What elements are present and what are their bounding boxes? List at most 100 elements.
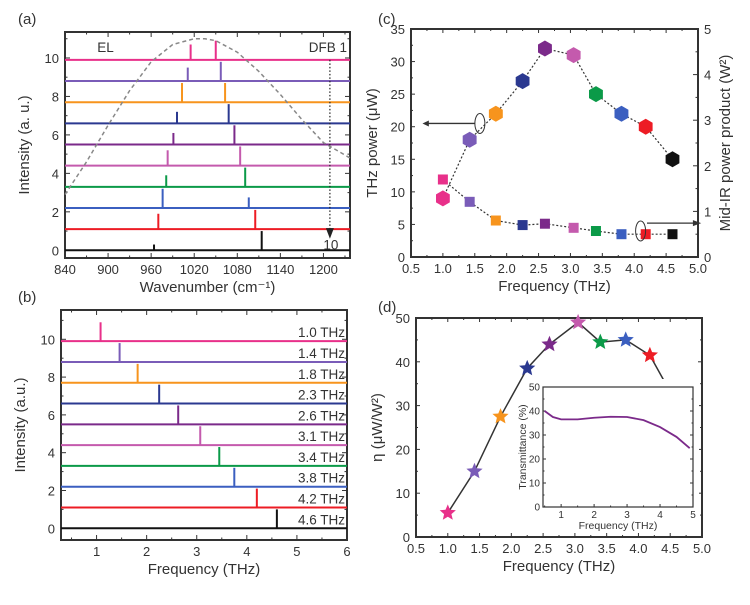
y-tick-label: 10 bbox=[41, 332, 55, 347]
thz-power-point bbox=[589, 86, 603, 103]
thz-power-point bbox=[462, 131, 477, 148]
midir-power-point bbox=[517, 220, 528, 231]
y-axis-label: Transmittance (%) bbox=[517, 404, 529, 489]
x-tick-label: 0.5 bbox=[407, 541, 425, 556]
x-tick-label: 960 bbox=[140, 262, 162, 277]
hexagon-series-line bbox=[442, 47, 673, 199]
y-tick-label: 30 bbox=[396, 399, 410, 414]
x-tick-label: 4 bbox=[243, 544, 250, 559]
thz-power-point bbox=[665, 151, 680, 168]
y-tick-label: 0 bbox=[403, 530, 410, 545]
thz-power-point bbox=[538, 40, 552, 57]
trace-frequency-label: 1.8 THz bbox=[298, 367, 345, 382]
y-axis-label: THz power (μW) bbox=[364, 88, 381, 197]
y-tick-label: 10 bbox=[391, 185, 405, 200]
x-tick-label: 2.0 bbox=[498, 261, 516, 276]
y-tick-label: 6 bbox=[52, 128, 59, 143]
midir-power-point bbox=[590, 226, 601, 237]
panel-label: (b) bbox=[18, 289, 36, 306]
x-tick-label: 2.5 bbox=[534, 541, 552, 556]
x-tick-label: 1140 bbox=[266, 262, 294, 277]
y-tick-label: 10 bbox=[529, 479, 541, 490]
y-tick-label: 4 bbox=[52, 166, 59, 181]
efficiency-star-point bbox=[541, 335, 558, 352]
y-tick-label: 35 bbox=[391, 22, 405, 37]
dfb-end-label: 10 bbox=[323, 237, 338, 252]
x-tick-label: 4 bbox=[657, 510, 663, 521]
efficiency-line bbox=[447, 321, 678, 514]
trace-frequency-label: 1.4 THz bbox=[298, 346, 345, 361]
y-right-tick-label: 1 bbox=[704, 204, 711, 219]
x-tick-label: 2.0 bbox=[502, 541, 520, 556]
y-tick-label: 2 bbox=[52, 205, 59, 220]
y-right-tick-label: 4 bbox=[704, 68, 711, 83]
trace-frequency-label: 1.0 THz bbox=[298, 325, 345, 340]
y-tick-label: 30 bbox=[391, 55, 405, 70]
x-tick-label: 2 bbox=[591, 510, 597, 521]
x-tick-label: 1020 bbox=[180, 262, 209, 277]
midir-power-point bbox=[568, 222, 579, 233]
y-axis-label: η (μW/W²) bbox=[369, 393, 386, 462]
y-tick-label: 0 bbox=[48, 521, 55, 536]
x-tick-label: 1.0 bbox=[439, 541, 457, 556]
midir-power-point bbox=[616, 229, 627, 240]
x-tick-label: 4.0 bbox=[629, 541, 647, 556]
panel-label: (a) bbox=[18, 11, 36, 28]
x-tick-label: 3.0 bbox=[561, 261, 579, 276]
thz-power-point bbox=[614, 105, 629, 122]
trace-frequency-label: 2.6 THz bbox=[298, 408, 345, 423]
thz-power-point bbox=[638, 118, 653, 135]
trace-frequency-label: 3.1 THz bbox=[298, 429, 345, 444]
thz-power-point bbox=[515, 73, 530, 90]
x-tick-label: 3.5 bbox=[593, 261, 611, 276]
panel-a-wavenumber-spectra: 840 900 960 1020 1080 1140 1200 0 2 4 6 8 10 Wavenumb… bbox=[16, 11, 351, 296]
y-right-axis-label: Mid-IR power product (W²) bbox=[717, 55, 734, 232]
x-tick-label: 1 bbox=[558, 510, 564, 521]
y-tick-label: 20 bbox=[391, 120, 405, 135]
y-tick-label: 30 bbox=[529, 431, 541, 442]
panel-label: (c) bbox=[378, 11, 396, 28]
y-tick-label: 20 bbox=[396, 442, 410, 457]
x-tick-label: 4.0 bbox=[625, 261, 643, 276]
x-axis-label: Frequency (THz) bbox=[148, 561, 261, 578]
y-tick-label: 0 bbox=[52, 243, 59, 258]
x-tick-label: 1 bbox=[93, 544, 100, 559]
efficiency-star-point bbox=[641, 346, 658, 363]
x-axis-label: Frequency (THz) bbox=[579, 520, 658, 532]
arrow-head-icon bbox=[325, 228, 334, 239]
x-tick-label: 5.0 bbox=[693, 541, 711, 556]
y-tick-label: 40 bbox=[396, 355, 410, 370]
el-label: EL bbox=[97, 40, 114, 55]
midir-power-point bbox=[490, 215, 501, 226]
x-tick-label: 1.5 bbox=[471, 541, 489, 556]
y-tick-label: 15 bbox=[391, 152, 405, 167]
efficiency-star-point bbox=[570, 313, 587, 330]
y-right-tick-label: 0 bbox=[704, 250, 711, 265]
y-tick-label: 4 bbox=[48, 446, 55, 461]
x-tick-label: 3 bbox=[193, 544, 200, 559]
efficiency-star-point bbox=[592, 333, 609, 349]
thz-power-point bbox=[488, 105, 503, 122]
right-arrow-icon bbox=[692, 220, 702, 227]
x-tick-label: 4.5 bbox=[661, 541, 679, 556]
y-tick-label: 20 bbox=[529, 455, 541, 466]
inset-background bbox=[543, 379, 699, 507]
right-axis-indicator-ellipse bbox=[635, 220, 647, 242]
y-tick-label: 50 bbox=[529, 383, 541, 394]
x-tick-label: 3.0 bbox=[566, 541, 584, 556]
midir-power-point bbox=[667, 229, 678, 240]
y-tick-label: 2 bbox=[48, 483, 55, 498]
y-axis-label: Intensity (a.u.) bbox=[12, 377, 29, 472]
x-axis-label: Wavenumber (cm⁻¹) bbox=[140, 279, 276, 296]
panel-b-thz-spectra: 1 2 3 4 5 6 0 2 4 6 8 10 Frequency (THz) Intensity (a… bbox=[12, 289, 351, 578]
panel-c-power-vs-frequency: 0.5 1.0 1.5 2.0 2.5 3.0 3.5 4.0 4.5 5.00510152025… bbox=[364, 11, 734, 295]
square-series-line bbox=[442, 179, 673, 235]
y-tick-label: 25 bbox=[391, 87, 405, 102]
x-tick-label: 1200 bbox=[309, 262, 338, 277]
el-curve bbox=[64, 37, 351, 195]
trace-frequency-label: 4.6 THz bbox=[298, 512, 345, 527]
efficiency-star-point bbox=[439, 504, 456, 520]
thz-power-point bbox=[436, 190, 450, 207]
